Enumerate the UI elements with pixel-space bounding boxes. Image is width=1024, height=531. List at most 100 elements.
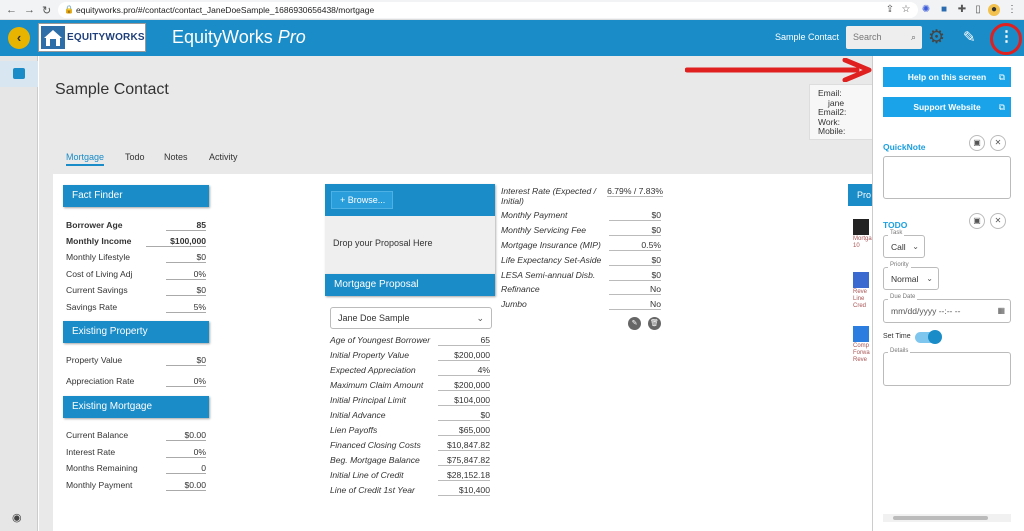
logo[interactable]: EQUITYWORKS — [38, 23, 146, 52]
ep-value[interactable]: 0% — [166, 376, 206, 387]
browser-menu-icon[interactable]: ⋮ — [1007, 4, 1017, 15]
proposal-right-value[interactable]: $0 — [609, 210, 661, 221]
external-link-icon: ⧉ — [998, 72, 1005, 82]
proposal-value[interactable]: $104,000 — [438, 395, 490, 406]
back-arrow-icon[interactable]: ← — [6, 4, 17, 16]
fact-finder-header: Fact Finder — [63, 185, 209, 207]
tab-mortgage[interactable]: Mortgage — [66, 150, 105, 166]
todo-label: TODO — [883, 220, 908, 230]
proposal-value[interactable]: $28,152.18 — [438, 470, 490, 481]
product-compare-forward-reverse[interactable]: Comp Forwa Reve — [853, 326, 873, 364]
ep-value[interactable]: $0 — [166, 355, 206, 366]
tab-activity[interactable]: Activity — [209, 152, 238, 162]
save-icon[interactable]: ▣ — [969, 213, 985, 229]
close-icon[interactable]: ✕ — [990, 135, 1006, 151]
quicknote-textarea[interactable] — [883, 156, 1011, 199]
external-link-icon: ⧉ — [998, 102, 1005, 112]
proposal-row: Age of Youngest Borrower 65 — [330, 335, 490, 346]
extension-gear-icon[interactable]: ✺ — [921, 4, 931, 15]
product-mortgage[interactable]: Mortga 10 — [853, 219, 873, 250]
proposal-value[interactable]: $75,847.82 — [438, 455, 490, 466]
drop-text: Drop your Proposal Here — [333, 238, 433, 248]
proposal-right-value[interactable]: $0 — [609, 270, 661, 281]
details-textarea[interactable] — [883, 352, 1011, 386]
reload-icon[interactable]: ↻ — [42, 5, 52, 17]
details-label: Details — [888, 348, 911, 354]
sidebar-toggle-icon[interactable]: ▯ — [975, 4, 981, 15]
tab-notes[interactable]: Notes — [164, 152, 188, 162]
header-contact-name[interactable]: Sample Contact — [775, 32, 840, 42]
camera-icon[interactable]: ◉ — [12, 512, 22, 524]
chevron-down-icon: ⌄ — [912, 242, 919, 251]
save-icon[interactable]: ▣ — [969, 135, 985, 151]
proposal-right-value[interactable]: No — [609, 299, 661, 310]
close-icon[interactable]: ✕ — [990, 213, 1006, 229]
profile-avatar-icon[interactable]: ● — [988, 4, 1000, 16]
support-website-button[interactable]: Support Website ⧉ — [883, 97, 1011, 117]
proposal-right-value[interactable]: No — [609, 284, 661, 295]
app-header: ‹ EQUITYWORKS EquityWorks Pro Sample Con… — [0, 20, 1024, 56]
proposal-value[interactable]: $200,000 — [438, 350, 490, 361]
proposal-right-row: Monthly Servicing Fee $0 — [501, 225, 661, 236]
proposal-drop-zone[interactable]: + Browse... Drop your Proposal Here — [325, 184, 495, 274]
em-value[interactable]: $0.00 — [166, 430, 206, 441]
proposal-row: Initial Property Value $200,000 — [330, 350, 490, 361]
proposal-value[interactable]: 4% — [438, 365, 490, 376]
forward-arrow-icon[interactable]: → — [24, 4, 35, 16]
ff-value[interactable]: 5% — [166, 302, 206, 313]
em-value[interactable]: 0 — [166, 463, 206, 474]
proposal-value[interactable]: $65,000 — [438, 425, 490, 436]
set-time-toggle[interactable] — [915, 330, 942, 344]
search-input[interactable]: Search ⌕ — [846, 26, 922, 49]
proposal-select-value: Jane Doe Sample — [338, 313, 410, 323]
em-row: Monthly Payment $0.00 — [66, 480, 206, 491]
set-time-label: Set Time — [883, 333, 911, 340]
ff-value[interactable]: $100,000 — [146, 236, 206, 247]
mortgage-panel: Fact Finder Borrower Age 85 Monthly Incom… — [53, 174, 872, 531]
extension-icon[interactable]: ■ — [940, 4, 948, 15]
ff-value[interactable]: 85 — [166, 220, 206, 231]
proposal-right-value[interactable]: $0 — [609, 255, 661, 266]
ff-value[interactable]: 0% — [166, 269, 206, 280]
ff-value[interactable]: $0 — [166, 285, 206, 296]
proposal-row: Financed Closing Costs $10,847.82 — [330, 440, 490, 451]
proposal-right-value[interactable]: $0 — [609, 225, 661, 236]
proposal-select[interactable]: Jane Doe Sample ⌄ — [330, 307, 492, 329]
horizontal-scrollbar[interactable] — [883, 514, 1011, 522]
product-reverse-line-credit[interactable]: Reve Line Cred — [853, 272, 873, 310]
task-select[interactable]: Call ⌄ — [883, 235, 925, 258]
settings-gear-icon[interactable]: ⚙ — [928, 27, 946, 48]
proposal-value[interactable]: $10,400 — [438, 485, 490, 496]
help-on-screen-button[interactable]: Help on this screen ⧉ — [883, 67, 1011, 87]
puzzle-icon[interactable]: ✚ — [957, 4, 967, 15]
proposal-value[interactable]: $10,847.82 — [438, 440, 490, 451]
product-mortgage-icon — [853, 219, 869, 235]
edit-pencil-icon[interactable]: ✎ — [628, 317, 641, 330]
share-icon[interactable]: ⇪ — [885, 4, 895, 15]
proposal-right-row: LESA Semi-annual Disb. $0 — [501, 270, 661, 281]
proposal-right-value[interactable]: 6.79% / 7.83% — [607, 186, 663, 197]
proposal-value[interactable]: $0 — [438, 410, 490, 421]
contact-card-icon[interactable] — [0, 61, 38, 87]
url-bar[interactable]: 🔒 equityworks.pro/#/contact/contact_Jane… — [58, 2, 918, 18]
annotation-arrow — [685, 58, 872, 82]
page-title: Sample Contact — [55, 81, 169, 98]
left-rail: ◉ — [0, 56, 38, 531]
tab-todo[interactable]: Todo — [125, 152, 145, 162]
delete-trash-icon[interactable]: 🗑 — [648, 317, 661, 330]
contact-email2-label: Email2: — [818, 107, 847, 117]
proposal-value[interactable]: 65 — [438, 335, 490, 346]
proposal-value[interactable]: $200,000 — [438, 380, 490, 391]
proposal-right-value[interactable]: 0.5% — [609, 240, 661, 251]
priority-select[interactable]: Normal ⌄ — [883, 267, 939, 290]
calendar-icon[interactable]: ▦ — [997, 306, 1005, 315]
ff-value[interactable]: $0 — [166, 252, 206, 263]
edit-pencil-icon[interactable]: ✎ — [963, 29, 976, 46]
back-button[interactable]: ‹ — [8, 27, 30, 49]
proposal-right-row: Life Expectancy Set-Aside $0 — [501, 255, 661, 266]
em-value[interactable]: 0% — [166, 447, 206, 458]
bookmark-star-icon[interactable]: ☆ — [901, 4, 911, 15]
em-value[interactable]: $0.00 — [166, 480, 206, 491]
due-date-input[interactable]: mm/dd/yyyy --:-- -- ▦ — [883, 299, 1011, 323]
browse-button[interactable]: + Browse... — [331, 191, 393, 209]
